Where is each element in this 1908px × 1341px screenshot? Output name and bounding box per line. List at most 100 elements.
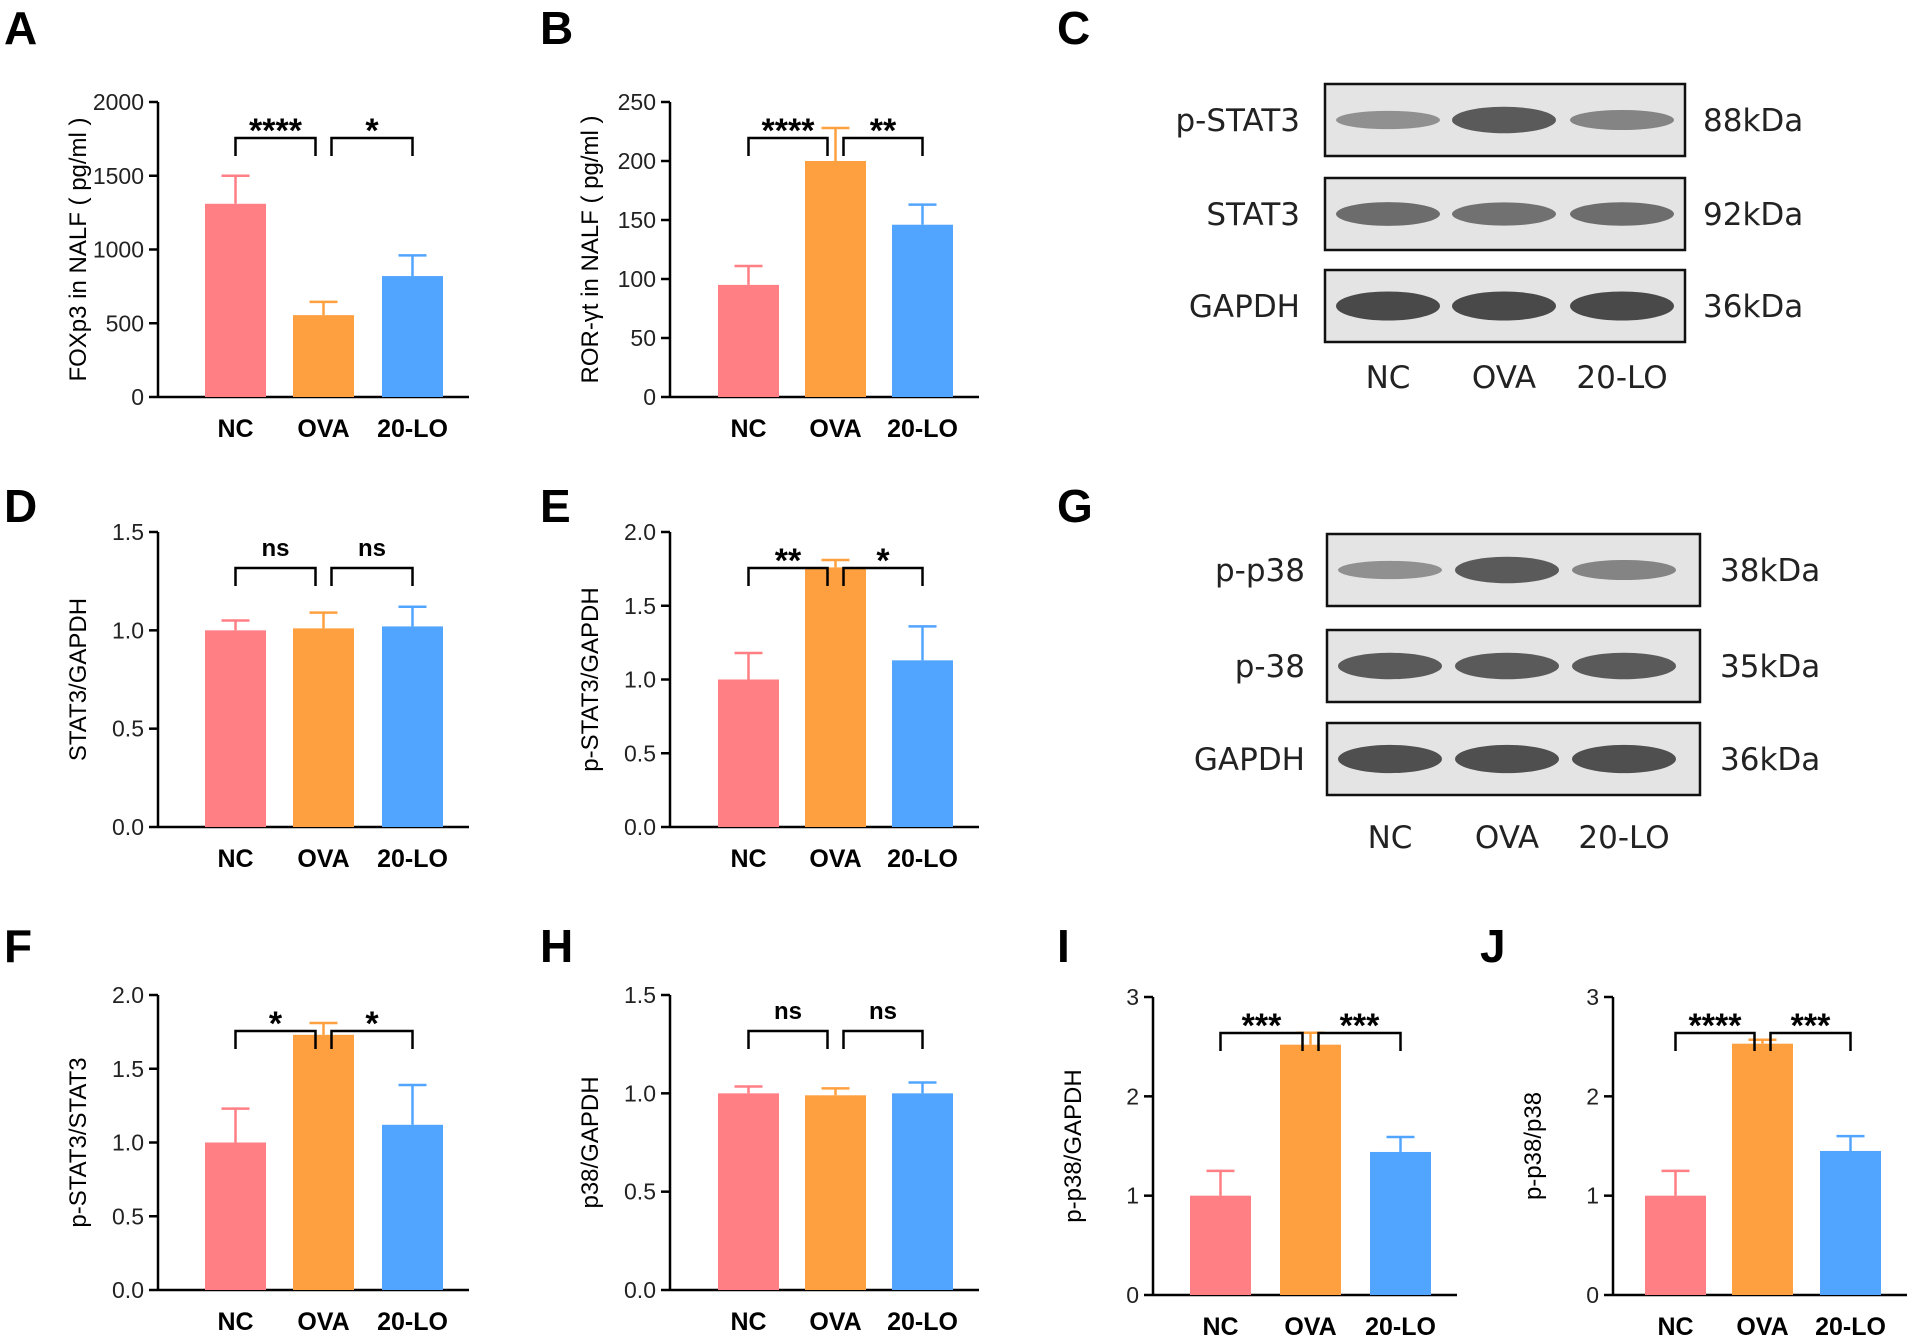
y-tick-label: 50 (630, 325, 656, 351)
bar-20-lo (382, 276, 443, 397)
chart-i: 0 1 2 3 p-p38/GAPDH NC OVA 20-LO *** *** (1060, 984, 1457, 1341)
category-label: 20-LO (887, 1308, 958, 1336)
significance-label: * (365, 1005, 379, 1043)
category-label: 20-LO (377, 1308, 448, 1336)
y-tick-label: 500 (106, 310, 144, 336)
lane-label: OVA (1472, 360, 1536, 396)
protein-band (1570, 202, 1674, 226)
protein-band (1572, 559, 1676, 581)
protein-band (1338, 744, 1442, 774)
protein-band (1452, 106, 1556, 134)
category-label: NC (217, 1308, 253, 1336)
y-tick-label: 2.0 (112, 982, 144, 1008)
blots-layer: p-STAT3 88kDa STAT3 92kDa GAPDH 36kDa NC OVA 20-… (1175, 82, 1820, 856)
y-tick-label: 0.0 (624, 814, 656, 840)
y-tick-label: 1.0 (624, 667, 656, 693)
y-tick-label: 1.5 (624, 593, 656, 619)
y-tick-label: 1.0 (112, 1130, 144, 1156)
panel-letter-j: J (1480, 920, 1506, 972)
protein-band (1572, 652, 1676, 680)
y-tick-label: 1 (1586, 1183, 1599, 1209)
protein-band (1452, 291, 1556, 321)
category-label: OVA (809, 1308, 861, 1336)
category-label: OVA (1284, 1313, 1336, 1341)
panel-letter-e: E (540, 480, 571, 532)
protein-label: GAPDH (1194, 742, 1305, 778)
bar-nc (205, 630, 266, 827)
y-tick-label: 0 (131, 384, 144, 410)
category-label: NC (730, 1308, 766, 1336)
molecular-weight-label: 88kDa (1703, 103, 1803, 139)
molecular-weight-label: 36kDa (1720, 742, 1820, 778)
category-label: 20-LO (377, 415, 448, 443)
y-tick-label: 3 (1126, 984, 1139, 1010)
bar-nc (718, 284, 779, 397)
bar-20-lo (892, 224, 953, 397)
category-label: NC (1657, 1313, 1693, 1341)
western-blot-g: p-p38 38kDa p-38 35kDa GAPDH 36kDa NC OVA 20-LO (1194, 532, 1820, 856)
protein-label: p-STAT3 (1175, 103, 1300, 139)
y-tick-label: 1500 (93, 163, 144, 189)
y-tick-label: 0.5 (112, 1203, 144, 1229)
bar-20-lo (892, 1093, 953, 1290)
bar-20-lo (1370, 1151, 1431, 1295)
bar-nc (718, 679, 779, 827)
y-tick-label: 1.5 (112, 1056, 144, 1082)
y-tick-label: 0.5 (624, 740, 656, 766)
panel-letter-a: A (4, 2, 37, 54)
y-tick-label: 150 (618, 207, 656, 233)
significance-bracket (330, 1029, 414, 1049)
chart-h: 0.0 0.5 1.0 1.5 p38/GAPDH NC OVA 20-LO ns ns (577, 982, 979, 1336)
category-label: NC (1202, 1313, 1238, 1341)
panel-letter-f: F (4, 920, 32, 972)
y-tick-label: 200 (618, 148, 656, 174)
panel-letter-i: I (1057, 920, 1070, 972)
category-label: OVA (1736, 1313, 1788, 1341)
significance-bracket (1769, 1031, 1852, 1051)
molecular-weight-label: 35kDa (1720, 649, 1820, 685)
protein-band (1572, 744, 1676, 774)
y-tick-label: 2.0 (624, 519, 656, 545)
y-tick-label: 100 (618, 266, 656, 292)
category-label: NC (730, 415, 766, 443)
lane-label: NC (1368, 820, 1413, 856)
protein-label: p-p38 (1215, 553, 1305, 589)
y-axis-label: STAT3/GAPDH (65, 598, 92, 761)
y-axis-label: p-p38/p38 (1520, 1092, 1547, 1200)
molecular-weight-label: 92kDa (1703, 197, 1803, 233)
significance-label: ns (261, 535, 289, 562)
panel-letter-c: C (1057, 2, 1090, 54)
y-tick-label: 0 (643, 384, 656, 410)
significance-bracket (234, 136, 317, 156)
significance-bracket (842, 1029, 924, 1049)
protein-band (1455, 744, 1559, 774)
bar-nc (1645, 1195, 1706, 1295)
significance-label: ns (869, 998, 897, 1025)
panel-letter-h: H (540, 920, 573, 972)
significance-bracket (1219, 1031, 1304, 1051)
category-label: 20-LO (1365, 1313, 1436, 1341)
significance-label: *** (1340, 1007, 1380, 1045)
y-tick-label: 0.0 (112, 1277, 144, 1303)
category-label: 20-LO (887, 845, 958, 873)
bar-ova (293, 628, 354, 827)
protein-label: GAPDH (1189, 289, 1300, 325)
bar-nc (205, 1142, 266, 1290)
bar-ova (1732, 1043, 1793, 1295)
significance-bracket (1317, 1031, 1402, 1051)
protein-band (1570, 109, 1674, 131)
significance-bracket (1674, 1031, 1756, 1051)
protein-band (1455, 652, 1559, 680)
y-tick-label: 1.5 (112, 519, 144, 545)
y-axis-label: p38/GAPDH (577, 1076, 604, 1208)
category-label: 20-LO (887, 415, 958, 443)
y-tick-label: 250 (618, 89, 656, 115)
bar-20-lo (382, 1124, 443, 1290)
significance-bracket (330, 566, 414, 586)
y-axis-label: p-p38/GAPDH (1060, 1069, 1087, 1222)
chart-f: 0.0 0.5 1.0 1.5 2.0 p-STAT3/STAT3 NC OVA 20-LO * * (65, 982, 469, 1336)
category-label: OVA (297, 1308, 349, 1336)
